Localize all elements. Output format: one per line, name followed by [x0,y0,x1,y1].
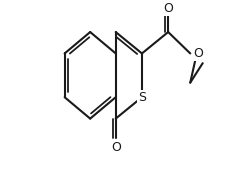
Text: S: S [138,91,146,104]
Text: O: O [163,2,173,15]
Text: O: O [111,141,121,154]
Text: O: O [193,47,203,60]
